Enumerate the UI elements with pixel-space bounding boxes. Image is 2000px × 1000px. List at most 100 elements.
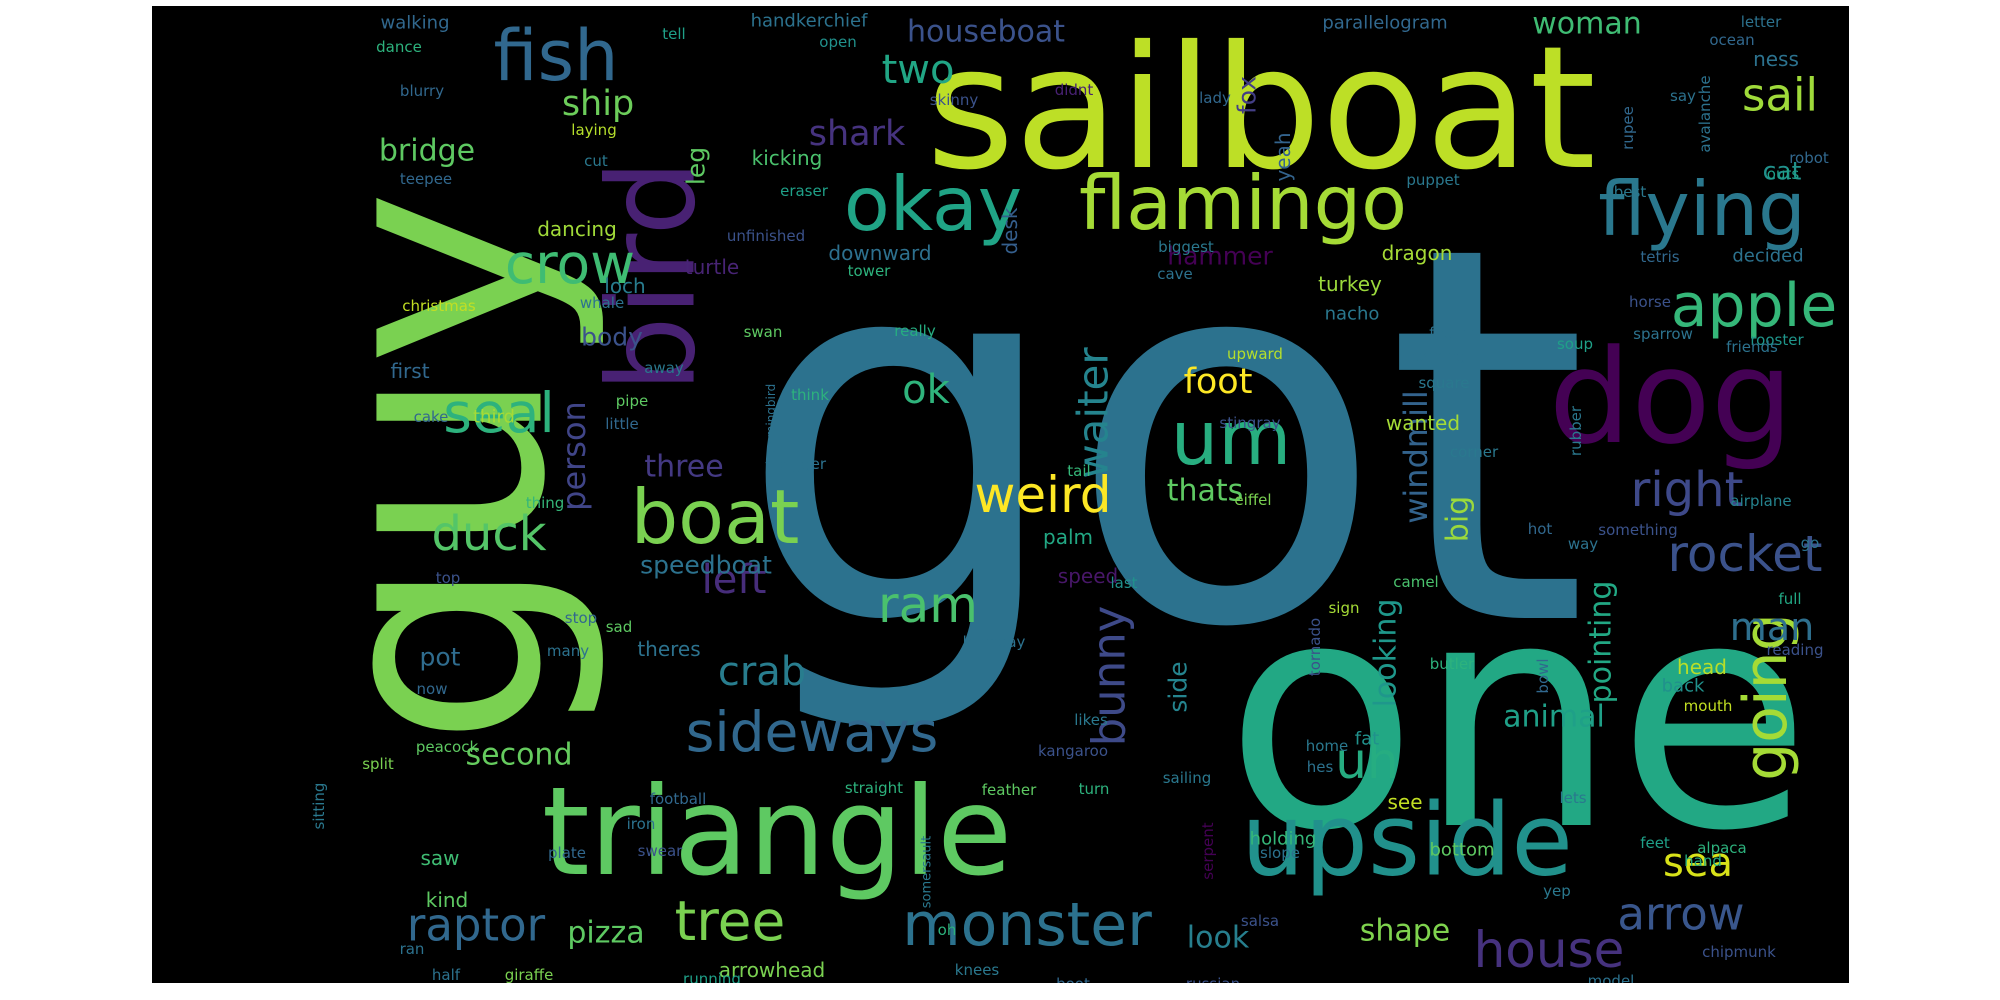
word-slope: slope bbox=[1260, 844, 1300, 862]
word-hot: hot bbox=[1528, 520, 1553, 538]
word-serpent: serpent bbox=[1199, 822, 1217, 879]
word-pizza: pizza bbox=[567, 916, 644, 951]
word-right: right bbox=[1631, 462, 1744, 518]
word-say: say bbox=[1670, 87, 1696, 105]
word-peacock: peacock bbox=[416, 738, 479, 756]
word-eiffel: eiffel bbox=[1234, 491, 1271, 509]
word-iron: iron bbox=[627, 815, 656, 833]
word-sitting: sitting bbox=[310, 783, 328, 830]
word-ness: ness bbox=[1753, 47, 1799, 71]
word-flamingo: flamingo bbox=[1079, 159, 1407, 247]
word-sign: sign bbox=[1328, 599, 1359, 617]
word-something: something bbox=[1598, 521, 1677, 539]
word-tornado: tornado bbox=[1306, 618, 1324, 676]
word-open: open bbox=[819, 33, 856, 51]
word-upside: upside bbox=[1241, 782, 1573, 899]
word-cat: cat bbox=[1763, 157, 1802, 186]
word-bowl: bowl bbox=[1534, 658, 1552, 693]
word-loch: loch bbox=[604, 274, 645, 298]
word-chipmunk: chipmunk bbox=[1702, 943, 1776, 961]
word-person: person bbox=[555, 401, 593, 511]
word-plate: plate bbox=[548, 844, 586, 862]
word-rubber: rubber bbox=[1567, 405, 1585, 456]
word-salsa: salsa bbox=[1241, 912, 1279, 930]
word-fox: fox bbox=[1233, 76, 1262, 114]
word-swan: swan bbox=[744, 323, 783, 341]
word-hammer: hammer bbox=[1167, 242, 1273, 271]
word-dog: dog bbox=[1549, 321, 1794, 473]
word-tower: tower bbox=[848, 262, 892, 280]
word-stingray: stingray bbox=[1219, 414, 1280, 432]
word-foot: foot bbox=[1184, 362, 1253, 402]
word-bridge: bridge bbox=[379, 134, 475, 169]
word-feather: feather bbox=[982, 781, 1037, 799]
word-um: um bbox=[1171, 394, 1292, 482]
word-soup: soup bbox=[1557, 335, 1593, 353]
word-pot: pot bbox=[420, 643, 461, 672]
word-sad: sad bbox=[606, 618, 633, 636]
word-guy: guy bbox=[263, 189, 612, 747]
word-turn: turn bbox=[1079, 780, 1110, 798]
word-fat: fat bbox=[1355, 729, 1379, 750]
word-seal: seal bbox=[443, 381, 554, 445]
word-walking: walking bbox=[380, 13, 449, 34]
word-okay: okay bbox=[844, 160, 1022, 248]
word-parallelogram: parallelogram bbox=[1322, 13, 1447, 34]
word-holding: holding bbox=[1250, 829, 1317, 850]
word-sideways: sideways bbox=[686, 700, 939, 764]
word-away: away bbox=[644, 359, 684, 377]
word-eraser: eraser bbox=[780, 182, 829, 200]
word-coming: coming bbox=[1410, 347, 1465, 365]
word-ok: ok bbox=[902, 367, 950, 413]
word-kangaroo: kangaroo bbox=[1038, 742, 1108, 760]
word-butler: butler bbox=[1430, 655, 1475, 673]
word-sparrow: sparrow bbox=[1633, 325, 1693, 343]
word-animal: animal bbox=[1503, 700, 1605, 735]
word-sea: sea bbox=[1663, 840, 1733, 886]
word-horse: horse bbox=[1629, 293, 1671, 311]
word-windmill: windmill bbox=[1397, 390, 1435, 524]
word-man: man bbox=[1730, 605, 1814, 649]
word-triangle: triangle bbox=[542, 761, 1012, 903]
word-speed: speed bbox=[1058, 564, 1118, 588]
word-didnt: didnt bbox=[1055, 81, 1094, 99]
word-now: now bbox=[417, 680, 448, 698]
word-body: body bbox=[581, 323, 643, 352]
word-whale: whale bbox=[580, 294, 624, 312]
word-arrowhead: arrowhead bbox=[719, 958, 825, 982]
word-going: going bbox=[1731, 613, 1801, 781]
word-mouth: mouth bbox=[1684, 697, 1733, 715]
word-corner: corner bbox=[1450, 443, 1499, 461]
word-handkerchief: handkerchief bbox=[751, 11, 869, 32]
word-bigger: bigger bbox=[778, 455, 827, 473]
word-half: half bbox=[432, 966, 461, 983]
word-boat: boat bbox=[631, 473, 800, 561]
word-rooster: rooster bbox=[1750, 331, 1804, 349]
word-biggest: biggest bbox=[1158, 238, 1214, 256]
word-reading: reading bbox=[1767, 641, 1824, 659]
word-rupee: rupee bbox=[1619, 106, 1637, 150]
word-hummingbird: hummingbird bbox=[764, 384, 778, 464]
word-split: split bbox=[362, 755, 394, 773]
word-outs: outs bbox=[1767, 165, 1800, 183]
word-airplane: airplane bbox=[1730, 492, 1791, 510]
word-christmas: christmas bbox=[402, 297, 476, 315]
word-alpaca: alpaca bbox=[1697, 839, 1747, 857]
word-think: think bbox=[791, 386, 829, 404]
word-hes: hes bbox=[1307, 758, 1334, 776]
word-go: go bbox=[1801, 534, 1820, 552]
word-little: little bbox=[605, 415, 639, 433]
word-three: three bbox=[644, 450, 723, 485]
word-turkey: turkey bbox=[1318, 272, 1382, 296]
word-theres: theres bbox=[637, 637, 700, 661]
word-head: head bbox=[1677, 655, 1727, 679]
word-tail: tail bbox=[1067, 462, 1090, 480]
word-pointing: pointing bbox=[1584, 581, 1619, 704]
word-sailboat: sailboat bbox=[926, 10, 1596, 208]
word-sail: sail bbox=[1742, 69, 1818, 122]
word-bird: bird bbox=[584, 160, 723, 393]
word-duck: duck bbox=[431, 506, 546, 562]
word-camel: camel bbox=[1393, 573, 1438, 591]
word-raptor: raptor bbox=[407, 899, 546, 952]
